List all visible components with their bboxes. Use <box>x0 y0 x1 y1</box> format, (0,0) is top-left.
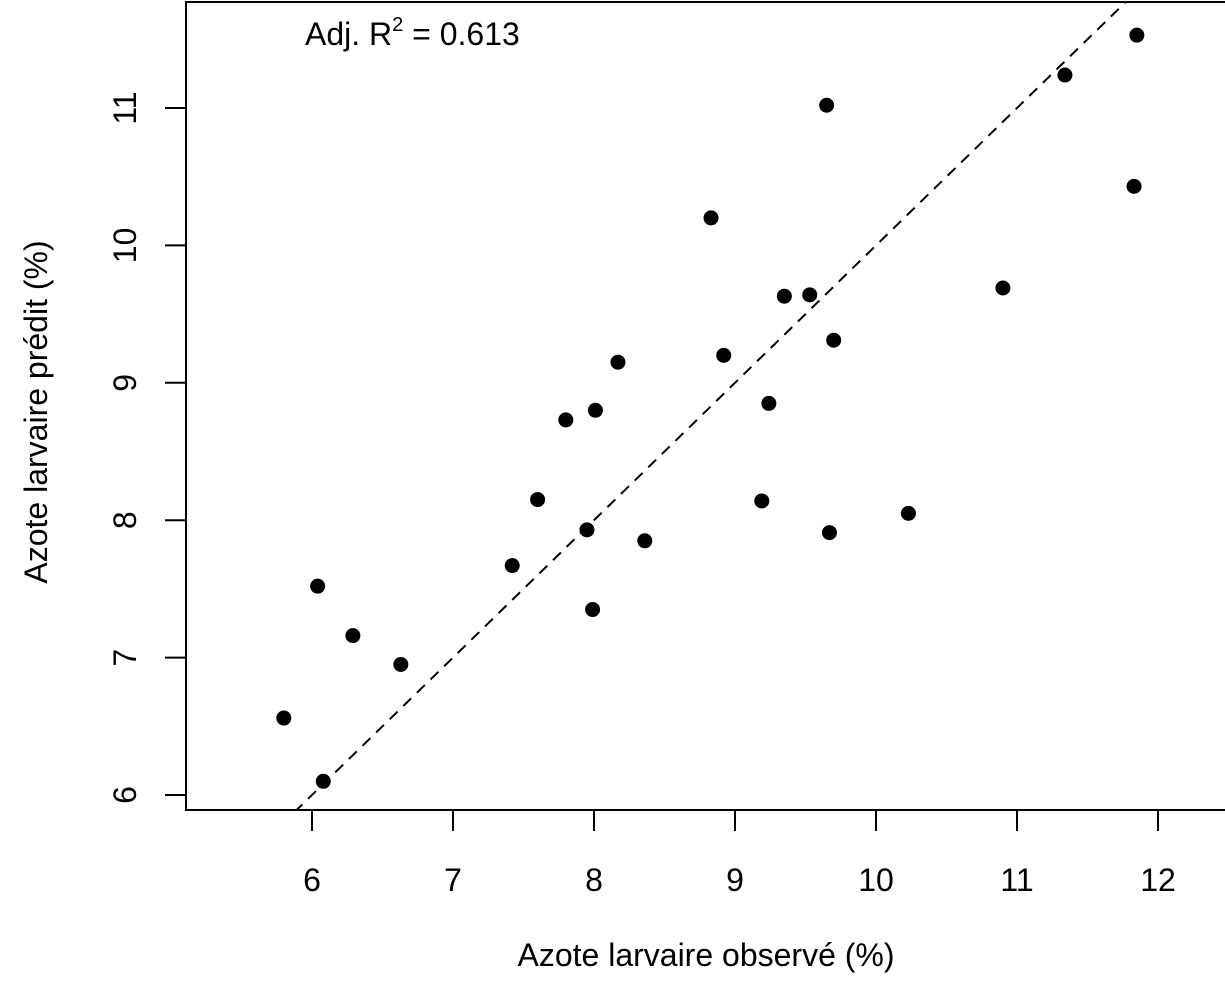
data-point <box>1126 178 1142 194</box>
data-point <box>610 354 626 370</box>
data-point <box>530 492 546 508</box>
data-point <box>821 525 837 541</box>
y-tick-label: 8 <box>107 511 143 529</box>
data-point <box>900 505 916 521</box>
y-axis-title: Azote larvaire prédit (%) <box>18 240 54 583</box>
y-tick-label: 6 <box>107 786 143 804</box>
data-point <box>315 773 331 789</box>
x-tick-label: 6 <box>303 862 321 898</box>
x-axis: 6 7 8 9 10 11 12 <box>303 809 1176 898</box>
data-point <box>637 533 653 549</box>
data-point <box>345 628 361 644</box>
x-axis-title: Azote larvaire observé (%) <box>517 937 894 973</box>
x-tick-label: 11 <box>1000 862 1033 898</box>
y-tick-label: 7 <box>107 649 143 667</box>
data-point <box>995 280 1011 296</box>
data-point <box>716 347 732 363</box>
points-group <box>276 27 1145 789</box>
data-point <box>761 395 777 411</box>
data-point <box>819 97 835 113</box>
data-point <box>1057 67 1073 83</box>
y-tick-label: 10 <box>107 228 143 264</box>
r-squared-annotation: Adj. R2 = 0.613 <box>305 14 520 52</box>
x-tick-label: 10 <box>858 862 894 898</box>
data-point <box>1129 27 1145 43</box>
data-point <box>754 493 770 509</box>
x-tick-label: 7 <box>444 862 462 898</box>
data-point <box>802 287 818 303</box>
identity-reference-line <box>295 2 1128 810</box>
y-tick-label: 11 <box>107 91 143 124</box>
data-point <box>587 402 603 418</box>
x-tick-label: 9 <box>726 862 744 898</box>
data-point <box>579 522 595 538</box>
y-axis: 6 7 8 9 10 11 <box>107 91 187 804</box>
data-point <box>585 602 601 618</box>
data-point <box>310 578 326 594</box>
reference-line-group <box>295 2 1128 810</box>
data-point <box>558 412 574 428</box>
data-point <box>393 656 409 672</box>
data-point <box>276 710 292 726</box>
x-tick-label: 12 <box>1140 862 1176 898</box>
data-point <box>776 288 792 304</box>
y-tick-label: 9 <box>107 374 143 392</box>
x-tick-label: 8 <box>585 862 603 898</box>
data-point <box>504 558 520 574</box>
data-point <box>703 210 719 226</box>
plot-frame <box>185 1 1225 811</box>
data-point <box>826 332 842 348</box>
